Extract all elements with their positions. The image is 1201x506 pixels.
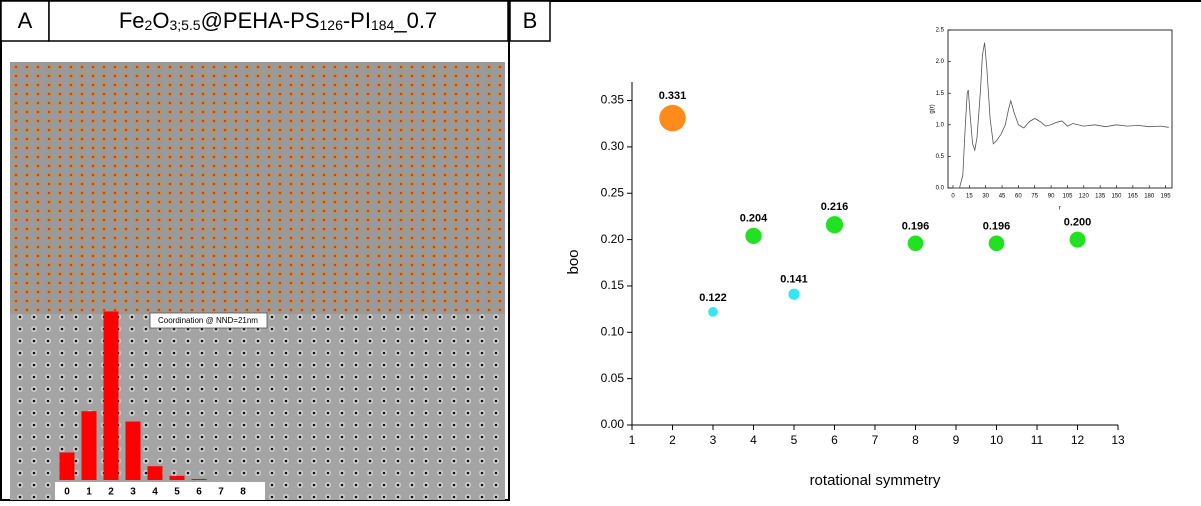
point: [788, 288, 800, 300]
inset-x-tick-label: 15: [966, 194, 973, 200]
x-tick-label: 4: [750, 433, 757, 447]
gr-line: [953, 42, 1169, 189]
inset-x-tick-label: 120: [1079, 194, 1090, 200]
inset-x-tick-label: 0: [951, 194, 955, 200]
x-tick-label: 4: [152, 487, 158, 498]
panel-label: A: [18, 8, 33, 33]
x-tick-label: 5: [791, 433, 798, 447]
inset-x-tick-label: 60: [1015, 194, 1022, 200]
inset-y-tick-label: 0.5: [936, 154, 945, 160]
y-tick-label: 0.30: [601, 139, 625, 153]
inset-x-tick-label: 195: [1161, 194, 1172, 200]
point: [988, 235, 1005, 252]
title-part: _0.7: [393, 8, 437, 33]
title-subscript: 2: [145, 17, 153, 33]
x-tick-label: 7: [872, 433, 879, 447]
data-label: 0.196: [902, 220, 930, 232]
x-axis-label: rotational symmetry: [810, 472, 941, 489]
tem-image-top: [10, 62, 505, 314]
inset-x-label: r: [1059, 206, 1061, 212]
title-box: [48, 0, 509, 42]
bar: [125, 421, 141, 480]
bar: [191, 478, 207, 480]
x-tick-label: 0: [64, 487, 70, 498]
x-tick-label: 2: [108, 487, 114, 498]
x-tick-label: 1: [86, 487, 92, 498]
inset-frame: [947, 29, 1173, 189]
panel-label: B: [523, 8, 538, 33]
hist-label-strip: [55, 482, 265, 500]
inset-y-tick-label: 1.5: [936, 91, 945, 97]
data-label: 0.204: [740, 213, 768, 225]
inset-x-tick-label: 75: [1031, 194, 1038, 200]
x-tick-label: 7: [218, 487, 224, 498]
x-tick-label: 11: [1031, 433, 1044, 447]
bar: [169, 475, 185, 480]
inset-x-tick-label: 165: [1128, 194, 1139, 200]
data-label: 0.331: [659, 90, 687, 102]
x-tick-label: 13: [1111, 433, 1125, 447]
inset-y-tick-label: 2.5: [936, 28, 945, 34]
x-tick-label: 6: [831, 433, 838, 447]
bar: [147, 466, 163, 480]
x-tick-label: 2: [669, 433, 676, 447]
data-label: 0.200: [1064, 217, 1092, 229]
data-label: 0.196: [983, 220, 1011, 232]
x-tick-label: 8: [240, 487, 246, 498]
label-box-b: [509, 0, 551, 42]
y-tick-label: 0.05: [601, 371, 625, 385]
x-tick-label: 8: [912, 433, 919, 447]
point: [1069, 231, 1086, 248]
x-tick-label: 1: [629, 433, 636, 447]
inset-y-tick-label: 0.0: [936, 186, 945, 192]
label-box-a: [0, 0, 50, 42]
x-tick-label: 3: [710, 433, 717, 447]
inset-x-tick-label: 105: [1062, 194, 1073, 200]
inset-y-tick-label: 2.0: [936, 59, 945, 65]
x-tick-label: 5: [174, 487, 180, 498]
title-subscript: 3;5.5: [169, 17, 200, 33]
bar: [103, 311, 119, 480]
x-tick-label: 6: [196, 487, 202, 498]
title-part: @PEHA-PS: [201, 8, 320, 33]
inset-x-tick-label: 180: [1144, 194, 1155, 200]
point: [745, 227, 762, 245]
inset-x-tick-label: 135: [1095, 194, 1106, 200]
y-tick-label: 0.10: [601, 324, 625, 338]
title-part: -PI: [343, 8, 371, 33]
y-tick-label: 0.00: [601, 417, 625, 431]
point: [825, 216, 844, 234]
title-subscript: 126: [320, 17, 344, 33]
data-label: 0.122: [699, 292, 727, 304]
x-tick-label: 3: [130, 487, 136, 498]
y-tick-label: 0.15: [601, 278, 625, 292]
inset-y-tick-label: 1.0: [936, 122, 945, 128]
inset-x-tick-label: 90: [1048, 194, 1055, 200]
x-tick-label: 10: [990, 433, 1004, 447]
y-axis-label: boo: [565, 249, 582, 274]
x-tick-label: 12: [1071, 433, 1085, 447]
inset-x-tick-label: 45: [999, 194, 1006, 200]
hist-title-box: [149, 312, 268, 329]
data-label: 0.141: [780, 274, 808, 286]
title-part: Fe: [119, 8, 145, 33]
point: [708, 307, 718, 317]
inset-y-label: g(r): [930, 104, 936, 113]
inset-x-tick-label: 150: [1111, 194, 1122, 200]
inset-x-tick-label: 30: [982, 194, 989, 200]
x-tick-label: 9: [953, 433, 960, 447]
hist-title: Coordination @ NND=21nm: [158, 316, 258, 325]
y-tick-label: 0.35: [601, 93, 625, 107]
point: [659, 104, 686, 132]
point: [907, 235, 924, 252]
title-subscript: 184: [371, 17, 395, 33]
title-part: O: [152, 8, 169, 33]
bar: [81, 411, 97, 480]
panel-title: Fe2O3;5.5@PEHA-PS126-PI184_0.7: [119, 8, 437, 33]
data-label: 0.216: [821, 201, 849, 213]
y-tick-label: 0.20: [601, 232, 625, 246]
y-tick-label: 0.25: [601, 185, 625, 199]
bar: [59, 452, 75, 480]
